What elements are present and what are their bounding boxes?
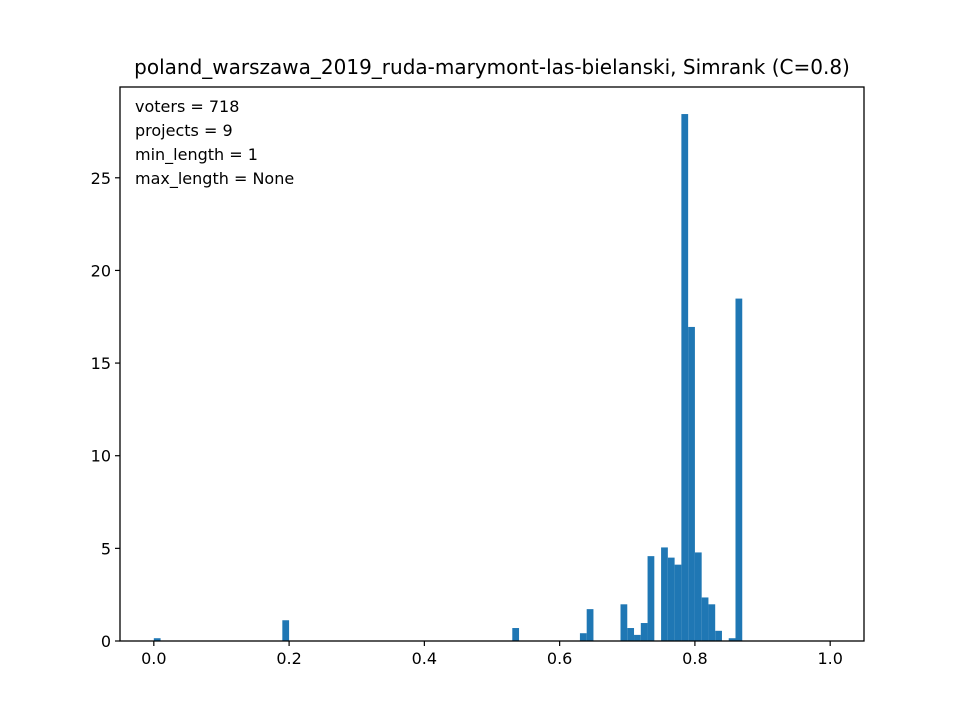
histogram-bar	[640, 623, 648, 641]
histogram-bar	[586, 609, 594, 641]
histogram-bar	[674, 564, 682, 641]
x-tick-label: 1.0	[817, 649, 842, 668]
chart-title: poland_warszawa_2019_ruda-marymont-las-b…	[134, 55, 850, 79]
histogram-bar	[634, 634, 641, 641]
x-tick-label: 0.6	[547, 649, 572, 668]
histogram-bar	[667, 557, 675, 641]
histogram-bar	[661, 547, 668, 641]
y-tick-label: 0	[101, 632, 111, 651]
histogram-bar	[647, 556, 655, 641]
histogram-bar	[715, 630, 722, 641]
histogram-bar	[620, 604, 628, 641]
histogram-bar	[735, 298, 743, 641]
histogram-bar	[708, 604, 716, 641]
y-tick-label: 10	[91, 447, 111, 466]
annotation-box: voters = 718 projects = 9 min_length = 1 ma…	[135, 97, 294, 189]
histogram-bar	[579, 633, 587, 641]
x-tick-label: 0.8	[682, 649, 707, 668]
histogram-bar	[728, 638, 736, 641]
annotation-line: projects = 9	[135, 121, 233, 140]
histogram-bar	[282, 620, 290, 641]
histogram-bar	[512, 628, 520, 641]
annotation-line: max_length = None	[135, 169, 294, 189]
histogram-bar	[681, 114, 689, 642]
histogram-bar	[688, 326, 695, 641]
histogram-bar	[694, 552, 702, 641]
x-tick-label: 0.2	[276, 649, 301, 668]
y-tick-label: 15	[91, 354, 111, 373]
histogram-bar	[701, 597, 709, 641]
bars-group	[153, 114, 743, 642]
annotation-line: min_length = 1	[135, 145, 258, 165]
x-tick-label: 0.0	[141, 649, 166, 668]
x-axis: 0.0 0.2 0.4 0.6 0.8 1.0	[141, 641, 843, 668]
x-tick-label: 0.4	[412, 649, 437, 668]
y-tick-label: 20	[91, 261, 111, 280]
histogram-bar	[627, 628, 635, 641]
y-tick-label: 25	[91, 169, 111, 188]
y-axis: 0 5 10 15 20 25	[91, 169, 120, 651]
plot-frame	[119, 86, 865, 642]
annotation-line: voters = 718	[135, 97, 239, 116]
histogram-bar	[153, 638, 161, 641]
y-tick-label: 5	[101, 539, 111, 558]
